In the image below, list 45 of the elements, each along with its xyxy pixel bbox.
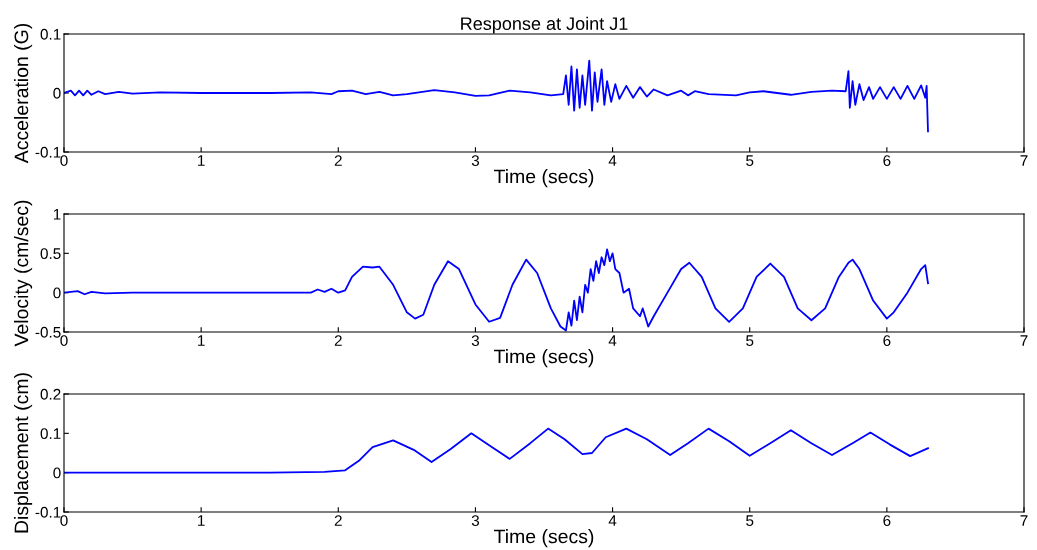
x-tick-label: 5 [746,515,754,526]
y-tick-label: 1 [53,209,61,220]
y-tick-label: -0.1 [35,146,61,158]
x-tick-label: 7 [1020,515,1028,526]
x-tick-label: 3 [471,335,480,346]
x-axis-title: Time (secs) [494,169,594,188]
chart-title: Response at Joint J1 [461,16,628,34]
x-tick-label: 4 [608,515,617,526]
y-tick-label: 0.5 [40,248,61,260]
y-tick-label: 0.1 [40,428,61,440]
line-series [64,427,929,474]
x-tick-label: 3 [471,515,480,526]
y-tick-label: -0.5 [35,326,61,338]
x-tick-label: 3 [471,155,480,166]
x-tick-label: 6 [883,335,891,346]
x-tick-label: 4 [608,155,617,166]
y-tick-label: 0.2 [40,388,61,400]
y-tick-label: 0 [53,467,61,479]
x-tick-label: 6 [883,515,891,526]
line-series [64,59,929,133]
x-axis-title: Time (secs) [494,529,594,548]
x-tick-label: 5 [746,335,754,346]
x-axis-title: Time (secs) [494,349,594,368]
x-tick-label: 7 [1020,335,1028,346]
y-tick-label: 0.1 [40,28,61,40]
x-tick-label: 1 [198,335,205,346]
y-axis-title: Velocity (cm/sec) [14,200,33,347]
line-series [64,248,929,332]
x-tick-label: 1 [198,515,205,526]
y-tick-label: 0 [53,87,61,99]
x-tick-label: 7 [1020,155,1028,166]
y-tick-label: 0 [53,287,61,299]
y-tick-label: -0.1 [35,506,61,518]
x-tick-label: 4 [608,335,617,346]
y-axis-title: Displacement (cm) [14,373,33,533]
y-axis-title: Acceleration (G) [14,23,33,164]
x-tick-label: 1 [198,155,205,166]
x-tick-label: 5 [746,155,754,166]
x-tick-label: 2 [334,515,342,526]
x-tick-label: 2 [334,155,342,166]
x-tick-label: 0 [60,335,68,346]
x-tick-label: 0 [60,155,68,166]
x-tick-label: 0 [60,515,68,526]
x-tick-label: 2 [334,335,342,346]
x-tick-label: 6 [883,155,891,166]
